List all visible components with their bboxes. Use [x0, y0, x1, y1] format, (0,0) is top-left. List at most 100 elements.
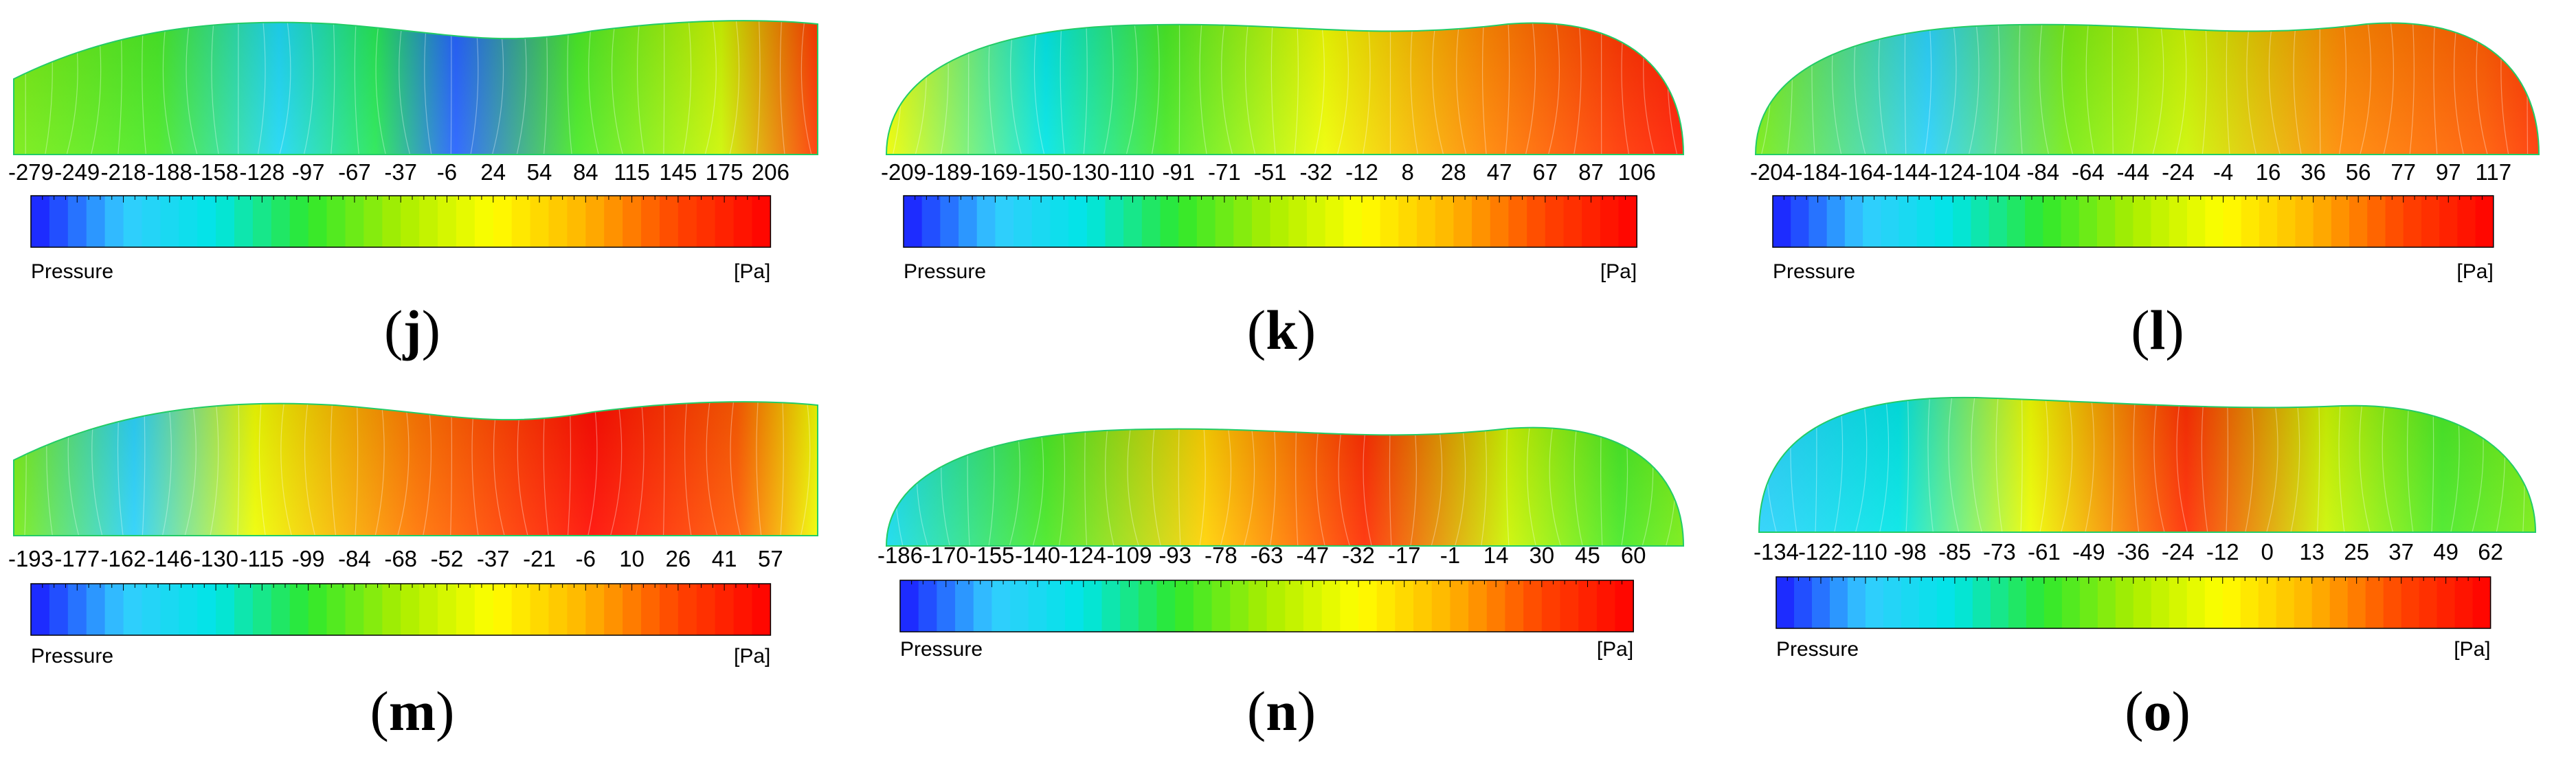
colorbar-segment [2006, 196, 2026, 247]
colorbar-segment [252, 196, 272, 247]
colorbar-segment [1600, 196, 1620, 247]
colorbar-tick-label: -4 [2213, 159, 2233, 185]
colorbar-segment [1050, 196, 1069, 247]
colorbar-segment [2187, 196, 2206, 247]
colorbar-segment [904, 196, 923, 247]
colorbar-segment [604, 196, 623, 247]
colorbar-tick-label: -155 [969, 543, 1014, 568]
colorbar-segment [548, 584, 568, 635]
colorbar-segment [2151, 196, 2170, 247]
field-shading [886, 23, 1683, 155]
colorbar-segment [49, 196, 69, 247]
colorbar-segment [641, 196, 660, 247]
colorbar-segment [419, 196, 438, 247]
colorbar-title: Pressure [900, 638, 983, 661]
colorbar-segment [1380, 196, 1399, 247]
colorbar-segment [1398, 196, 1418, 247]
colorbar-segment [604, 584, 623, 635]
colorbar-segment [1120, 580, 1139, 632]
colorbar-segment [2043, 196, 2062, 247]
colorbar-tick-label: -17 [1388, 543, 1421, 568]
colorbar-segment [1215, 196, 1234, 247]
colorbar-tick-label: -24 [2162, 159, 2195, 185]
colorbar-tick-label: -47 [1296, 543, 1329, 568]
colorbar-segment [2204, 577, 2224, 628]
colorbar-segment [1285, 580, 1304, 632]
colorbar-segment [1450, 580, 1469, 632]
colorbar-segment [641, 584, 660, 635]
colorbar-tick-label: 8 [1402, 159, 1414, 185]
colorbar-segment [456, 196, 475, 247]
colorbar-segment [289, 196, 309, 247]
colorbar-segment [216, 584, 235, 635]
colorbar-segment [2096, 196, 2116, 247]
colorbar-segment [160, 584, 179, 635]
colorbar-tick-label: 37 [2388, 539, 2414, 564]
colorbar-segment [715, 584, 735, 635]
colorbar: -209 -189 -169 -150 -130 -110 -91 -71 -51 -32 -12 8… [881, 159, 1656, 283]
colorbar-segment [2169, 196, 2188, 247]
colorbar-tick-label: -170 [923, 543, 969, 568]
colorbar-segment [992, 580, 1011, 632]
colorbar-segment [1901, 577, 1920, 628]
colorbar-segment [401, 584, 420, 635]
colorbar-segment [585, 196, 605, 247]
colorbar-segment [326, 196, 346, 247]
colorbar-tick-label: 106 [1618, 159, 1656, 185]
colorbar-segment [216, 196, 235, 247]
colorbar-segment [715, 196, 735, 247]
colorbar-tick-label: 117 [2475, 159, 2511, 185]
colorbar-segment [2133, 196, 2152, 247]
colorbar-segment [976, 196, 996, 247]
colorbar-segment [1791, 196, 1810, 247]
colorbar-segment [2472, 577, 2491, 628]
colorbar-unit: [Pa] [734, 645, 770, 667]
colorbar-segment [1230, 580, 1249, 632]
colorbar-segment [271, 196, 291, 247]
colorbar-segment [1156, 580, 1176, 632]
colorbar-tick-label: -91 [1162, 159, 1195, 185]
colorbar-unit: [Pa] [2454, 638, 2490, 661]
colorbar-segment [1916, 196, 1936, 247]
colorbar-tick-label: -68 [384, 546, 417, 571]
colorbar-segment [696, 196, 716, 247]
colorbar-tick-label: -52 [431, 546, 464, 571]
colorbar-tick-label: 115 [614, 159, 650, 185]
colorbar-segment [2383, 577, 2402, 628]
colorbar-segment [1251, 196, 1271, 247]
colorbar-segment [2311, 577, 2331, 628]
colorbar-segment [1578, 580, 1598, 632]
colorbar-tick-label: -93 [1158, 543, 1191, 568]
panel-n: -186 -170 -155 -140 -124 -109 -93 -78 -63 -47 -32-… [877, 426, 1685, 661]
colorbar-segment [940, 196, 959, 247]
colorbar-segment [142, 584, 161, 635]
colorbar-segment [659, 196, 679, 247]
colorbar-tick-label: -67 [338, 159, 371, 185]
colorbar-segment [2061, 577, 2081, 628]
colorbar-segment [1936, 577, 1956, 628]
colorbar-segment [1010, 580, 1029, 632]
colorbar-tick-label: 14 [1483, 543, 1509, 568]
colorbar-segment [493, 584, 513, 635]
colorbar-segment [308, 196, 328, 247]
colorbar-segment [918, 580, 937, 632]
colorbar-segment [2169, 577, 2188, 628]
colorbar-tick-label: -124 [1061, 543, 1106, 568]
colorbar-segment [530, 584, 550, 635]
colorbar-segment [197, 584, 216, 635]
colorbar-tick-label: 41 [712, 546, 737, 571]
colorbar-segment [1881, 196, 1900, 247]
colorbar-segment [2329, 577, 2349, 628]
colorbar-segment [2401, 577, 2420, 628]
colorbar-tick-label: -99 [292, 546, 325, 571]
colorbar-segment [2241, 196, 2260, 247]
colorbar-segment [2151, 577, 2170, 628]
colorbar-tick-label: -150 [1018, 159, 1064, 185]
colorbar-segment [104, 584, 124, 635]
colorbar-segment [1211, 580, 1231, 632]
colorbar-tick-label: 77 [2390, 159, 2416, 185]
colorbar-segment [1358, 580, 1378, 632]
domain-outline [13, 401, 818, 536]
colorbar-segment [1101, 580, 1121, 632]
